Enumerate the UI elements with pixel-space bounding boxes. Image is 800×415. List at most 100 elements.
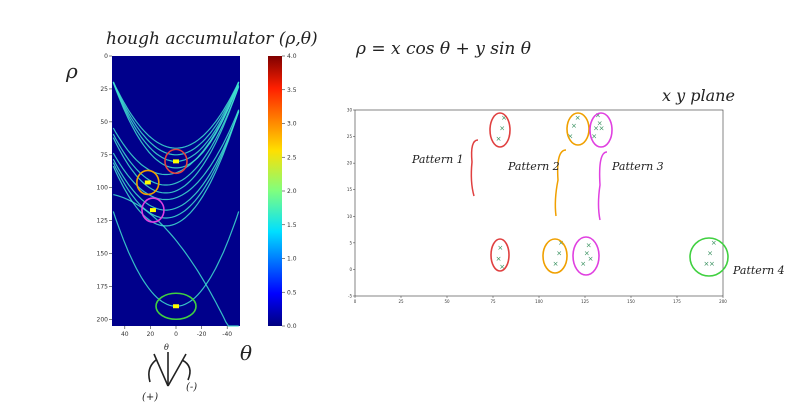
colorbar-tick-label: 2.5 — [287, 154, 297, 161]
accumulator-curve — [112, 110, 240, 219]
sketch-minus-label: (-) — [186, 382, 197, 393]
heatmap-x-ticks: 40 20 0 -20 -40 — [121, 326, 232, 338]
colorbar-ticks: 0.0 0.5 1.0 1.5 2.0 2.5 3.0 3.5 4.0 — [282, 53, 297, 330]
sketch-right-line — [167, 353, 187, 387]
pattern-braces — [470, 139, 608, 221]
scatter-point: × — [567, 133, 573, 141]
scatter-point: × — [707, 249, 713, 257]
xy-plane-title: x y plane — [662, 86, 735, 105]
colorbar-tick-label: 1.5 — [287, 222, 297, 229]
colorbar-tick-label: 0.0 — [287, 323, 297, 330]
scatter-y-tick-label: 10 — [347, 214, 353, 219]
accumulator-curve — [112, 81, 240, 149]
heatmap-peak-circles — [136, 148, 197, 321]
heatmap-y-tick-label: 75 — [100, 152, 108, 159]
sketch-left-line — [153, 353, 169, 387]
heatmap-x-tick-label: 20 — [147, 331, 155, 338]
scatter-point: × — [496, 255, 502, 263]
sketch-minus-arc-icon — [181, 359, 191, 381]
pattern4-label: Pattern 4 — [732, 264, 785, 277]
pattern1-circle-top — [489, 112, 511, 148]
heatmap-x-tick-label: -20 — [197, 331, 207, 338]
accumulator-title: hough accumulator (ρ,θ) — [106, 29, 318, 49]
accumulator-peak — [144, 180, 151, 185]
peak-circle — [164, 148, 188, 175]
scatter-point: × — [593, 125, 599, 133]
sketch-theta-mark: θ — [164, 343, 169, 352]
pattern3-circle-bottom — [572, 236, 600, 276]
scatter-y-tick-label: 30 — [347, 108, 353, 113]
pattern3-circle-top — [589, 112, 613, 148]
pattern-labels: Pattern 1 Pattern 2 Pattern 3 Pattern 4 — [411, 153, 785, 277]
heatmap-x-tick-label: 40 — [121, 331, 129, 338]
rho-axis-label: ρ — [65, 59, 78, 83]
colorbar-tick-label: 1.0 — [287, 256, 297, 263]
scatter-point: × — [588, 255, 594, 263]
scatter-x-tick-label: 125 — [581, 299, 589, 304]
scatter-x-tick-label: 75 — [490, 299, 496, 304]
scatter-point: × — [571, 122, 577, 130]
pattern2-circle-bottom — [542, 238, 568, 274]
scatter-point: × — [497, 244, 503, 252]
heatmap-y-tick-label: 150 — [97, 251, 109, 258]
heatmap-y-tick-label: 125 — [97, 218, 109, 225]
accumulator-peak — [149, 208, 156, 213]
colorbar-tick-label: 4.0 — [287, 53, 297, 60]
pattern1-circle-bottom — [490, 238, 510, 272]
hough-equation: ρ = x cos θ + y sin θ — [355, 39, 531, 59]
heatmap-y-ticks: 0 25 50 75 100 125 150 175 200 — [97, 53, 112, 323]
scatter-y-tick-label: 5 — [349, 240, 352, 245]
accumulator-curve — [112, 85, 240, 194]
scatter-point: × — [584, 249, 590, 257]
heatmap-y-tick-label: 200 — [97, 316, 109, 323]
scatter-point: × — [501, 114, 507, 122]
scatter-point: × — [595, 111, 601, 119]
pattern1-label: Pattern 1 — [411, 153, 464, 166]
colorbar — [268, 56, 282, 326]
scatter-point: × — [591, 133, 597, 141]
scatter-y-tick-label: 15 — [347, 187, 353, 192]
pattern2-label: Pattern 2 — [507, 160, 560, 173]
scatter-point: × — [575, 114, 581, 122]
scatter-frame — [354, 109, 724, 297]
heatmap-y-tick-label: 175 — [97, 283, 109, 290]
peak-circle — [136, 169, 160, 196]
theta-axis-label: θ — [240, 341, 252, 365]
scatter-x-tick-label: 25 — [398, 299, 404, 304]
scatter-point: × — [711, 239, 717, 247]
pattern2-circle-top — [566, 112, 590, 146]
colorbar-tick-label: 2.0 — [287, 188, 297, 195]
accumulator-curve — [112, 81, 240, 156]
pattern3-brace — [597, 151, 608, 221]
scatter-point: × — [499, 125, 505, 133]
scatter-point: × — [704, 260, 710, 268]
scatter-x-tick-label: 175 — [673, 299, 681, 304]
scatter-point: × — [586, 242, 592, 250]
scatter-x-ticks: 0 25 50 75 100 125 150 175 200 — [354, 296, 727, 304]
heatmap-x-tick-label: -40 — [222, 331, 232, 338]
accumulator-curve — [112, 111, 240, 211]
peak-circle — [141, 197, 165, 223]
accumulator-curve — [112, 109, 240, 201]
scatter-x-tick-label: 0 — [354, 299, 357, 304]
heatmap-y-tick-label: 50 — [100, 119, 108, 126]
accumulator-peak — [173, 159, 179, 164]
pattern-circles — [489, 112, 729, 277]
accumulator-curve — [113, 194, 239, 327]
colorbar-tick-label: 0.5 — [287, 289, 297, 296]
sketch-plus-arc-icon — [148, 359, 157, 383]
scatter-y-tick-label: 25 — [347, 134, 353, 139]
scatter-point: × — [709, 260, 715, 268]
theta-sketch — [148, 352, 191, 387]
scatter-point: × — [597, 119, 603, 127]
scatter-point: × — [556, 249, 562, 257]
pattern2-brace — [554, 149, 567, 217]
accumulator-peak — [173, 304, 179, 309]
peak-circle — [155, 292, 197, 321]
scatter-y-tick-label: -5 — [348, 294, 352, 299]
heatmap-y-tick-label: 25 — [100, 86, 108, 93]
pattern1-brace — [470, 139, 479, 197]
